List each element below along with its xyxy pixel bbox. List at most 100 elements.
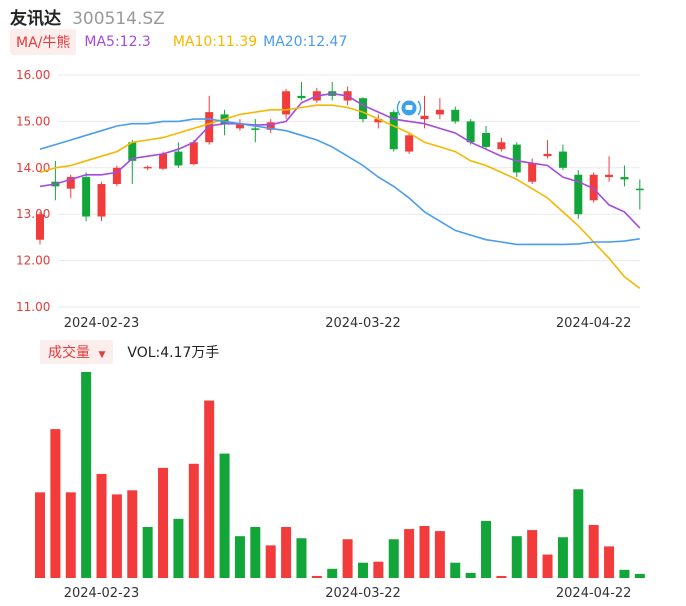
candle-body [635,188,644,191]
x-tick-label: 2024-04-22 [556,586,632,601]
volume-bar [173,518,184,578]
x-tick-label: 2024-02-23 [64,316,140,331]
volume-bar [388,539,399,578]
volume-bar [342,539,353,578]
candle-body [589,174,598,201]
candle-body [266,122,275,130]
volume-bar [158,467,169,578]
volume-bar [188,463,199,578]
x-tick-label: 2024-03-22 [325,316,401,331]
volume-bar [419,525,430,578]
volume-bar [619,569,630,578]
volume-legend: 成交量 ▼ VOL:4.17万手 [40,340,220,364]
y-tick-label: 13.00 [16,207,50,221]
candle-body [82,177,91,217]
volume-bars [35,372,645,578]
volume-bar [234,536,245,578]
volume-bar [142,527,153,578]
volume-bar [219,453,230,578]
bubble-icon-right-arc [417,100,422,116]
volume-bar [50,429,61,578]
candle-body [374,119,383,123]
candle-body [174,151,183,166]
candle-body [405,135,414,152]
volume-bar [496,575,507,578]
volume-bar [557,537,568,578]
candle-body [451,109,460,122]
ma5-line [39,92,641,229]
y-tick-label: 15.00 [16,114,50,128]
volume-bar [573,489,584,578]
candle-body [143,166,152,169]
volume-bar [357,562,368,578]
volume-bar [373,561,384,578]
price-grid [58,74,640,308]
candle-body [205,112,214,143]
moving-average-lines [39,92,641,290]
ma-indicator-button[interactable]: MA/牛熊 [10,29,77,55]
candle-body [189,142,198,165]
price-date-labels: 2024-02-23 2024-03-22 2024-04-22 [64,316,632,331]
candle-body [512,144,521,173]
ma10-value: MA10:11.39 [172,34,258,50]
volume-bar [311,575,322,578]
volume-bar [588,524,599,578]
volume-date-labels: 2024-02-23 2024-03-22 2024-04-22 [64,586,632,601]
volume-bar [450,562,461,578]
candle-body [112,167,121,185]
volume-bar [265,545,276,578]
candle-body [435,109,444,115]
candle-body [36,214,44,240]
volume-bar [327,568,338,578]
candle-body [282,91,291,115]
volume-bar [65,492,76,578]
volume-value: VOL:4.17万手 [127,345,220,361]
volume-button-label: 成交量 [48,345,90,361]
ma-legend: MA/牛熊 MA5:12.3 MA10:11.39 MA20:12.47 [10,29,348,55]
volume-bar [465,572,476,578]
volume-bar [481,520,492,578]
volume-bar [542,554,553,578]
candle-body [466,121,475,143]
volume-bar [81,372,92,578]
floating-icon[interactable] [396,100,422,116]
candle-body [251,128,260,130]
bubble-icon-left-arc [396,100,401,116]
volume-bar [604,546,615,578]
volume-bar [281,527,292,578]
candle-body [543,153,552,157]
candle-body [235,123,244,129]
candle-body [159,153,168,169]
candle-body [389,112,398,150]
y-tick-label: 12.00 [16,254,50,268]
x-tick-label: 2024-04-22 [556,316,632,331]
ma10-line [39,104,641,290]
volume-bar [634,573,645,578]
volume-bar [96,473,107,578]
candle-body [358,98,367,120]
bubble-icon-face [405,105,413,110]
candle-body [128,142,137,161]
y-tick-label: 16.00 [16,68,50,82]
volume-bar [35,492,45,578]
candle-body [574,174,583,215]
candle-body [558,151,567,168]
candle-body [482,133,491,147]
ma5-value: MA5:12.3 [84,34,151,50]
stock-title: 友讯达 300514.SZ [10,4,165,29]
volume-bar [434,531,445,578]
ma20-value: MA20:12.47 [263,34,348,50]
volume-bar [527,530,538,578]
volume-indicator-button[interactable]: 成交量 ▼ [40,340,114,364]
candle-body [66,177,75,189]
stock-code: 300514.SZ [72,9,165,29]
dropdown-triangle-icon: ▼ [98,350,106,360]
candle-body [605,174,614,178]
volume-bar [127,490,138,578]
volume-bar [204,400,215,578]
price-axis-labels: 16.00 15.00 14.00 13.00 12.00 11.00 [16,68,50,314]
volume-bar [404,529,415,578]
stock-name: 友讯达 [10,9,61,29]
volume-bar [296,538,307,578]
